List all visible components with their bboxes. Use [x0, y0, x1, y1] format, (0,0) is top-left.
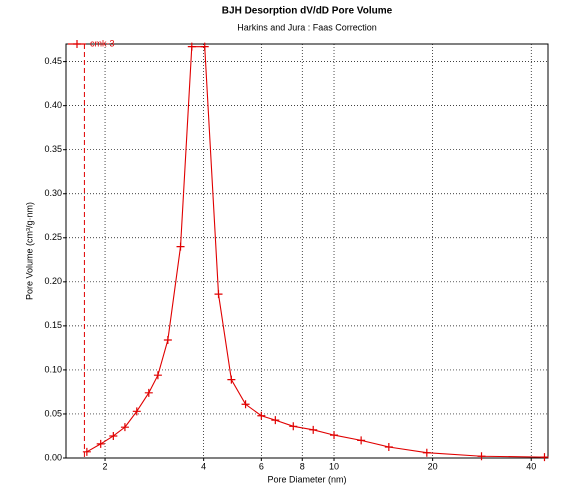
data-point: [109, 431, 118, 440]
data-point: [132, 407, 141, 416]
y-tick-label: 0.30: [44, 188, 62, 198]
data-point: [187, 42, 196, 51]
y-tick-label: 0.05: [44, 408, 62, 418]
data-point: [214, 290, 223, 299]
legend-marker: [73, 40, 81, 48]
data-point: [540, 453, 549, 462]
data-point: [257, 411, 266, 420]
y-tick-label: 0.40: [44, 100, 62, 110]
data-point: [144, 388, 153, 397]
x-tick-label: 4: [201, 461, 206, 471]
data-point: [357, 436, 366, 445]
x-tick-label: 40: [526, 461, 536, 471]
y-tick-label: 0.00: [44, 452, 62, 462]
chart-title: BJH Desorption dV/dD Pore Volume: [222, 6, 393, 17]
y-tick-label: 0.45: [44, 56, 62, 66]
data-point: [200, 42, 209, 51]
data-point: [120, 423, 129, 432]
data-point: [271, 416, 280, 425]
x-tick-label: 2: [103, 461, 108, 471]
data-point: [241, 400, 250, 409]
y-tick-label: 0.10: [44, 364, 62, 374]
data-point: [153, 371, 162, 380]
x-tick-label: 10: [329, 461, 339, 471]
plot-frame: [65, 43, 549, 459]
y-tick-label: 0.15: [44, 320, 62, 330]
data-point: [289, 422, 298, 431]
data-point: [96, 439, 105, 448]
x-tick-label: 8: [300, 461, 305, 471]
y-tick-label: 0.35: [44, 144, 62, 154]
data-point: [309, 425, 318, 434]
y-tick-label: 0.25: [44, 232, 62, 242]
data-point: [330, 431, 339, 440]
data-point: [163, 335, 172, 344]
series-line: [86, 46, 545, 458]
x-axis-label: Pore Diameter (nm): [267, 474, 346, 484]
data-point: [477, 452, 486, 461]
legend-label: cmk-3: [90, 38, 115, 48]
data-point: [384, 442, 393, 451]
y-axis-label: Pore Volume (cm³/g·nm): [24, 202, 34, 300]
data-point: [82, 447, 91, 456]
y-tick-label: 0.20: [44, 276, 62, 286]
data-point: [227, 375, 236, 384]
data-point: [176, 242, 185, 251]
data-point: [422, 448, 431, 457]
chart-subtitle: Harkins and Jura : Faas Correction: [237, 22, 377, 32]
x-tick-label: 20: [428, 461, 438, 471]
x-tick-label: 6: [259, 461, 264, 471]
